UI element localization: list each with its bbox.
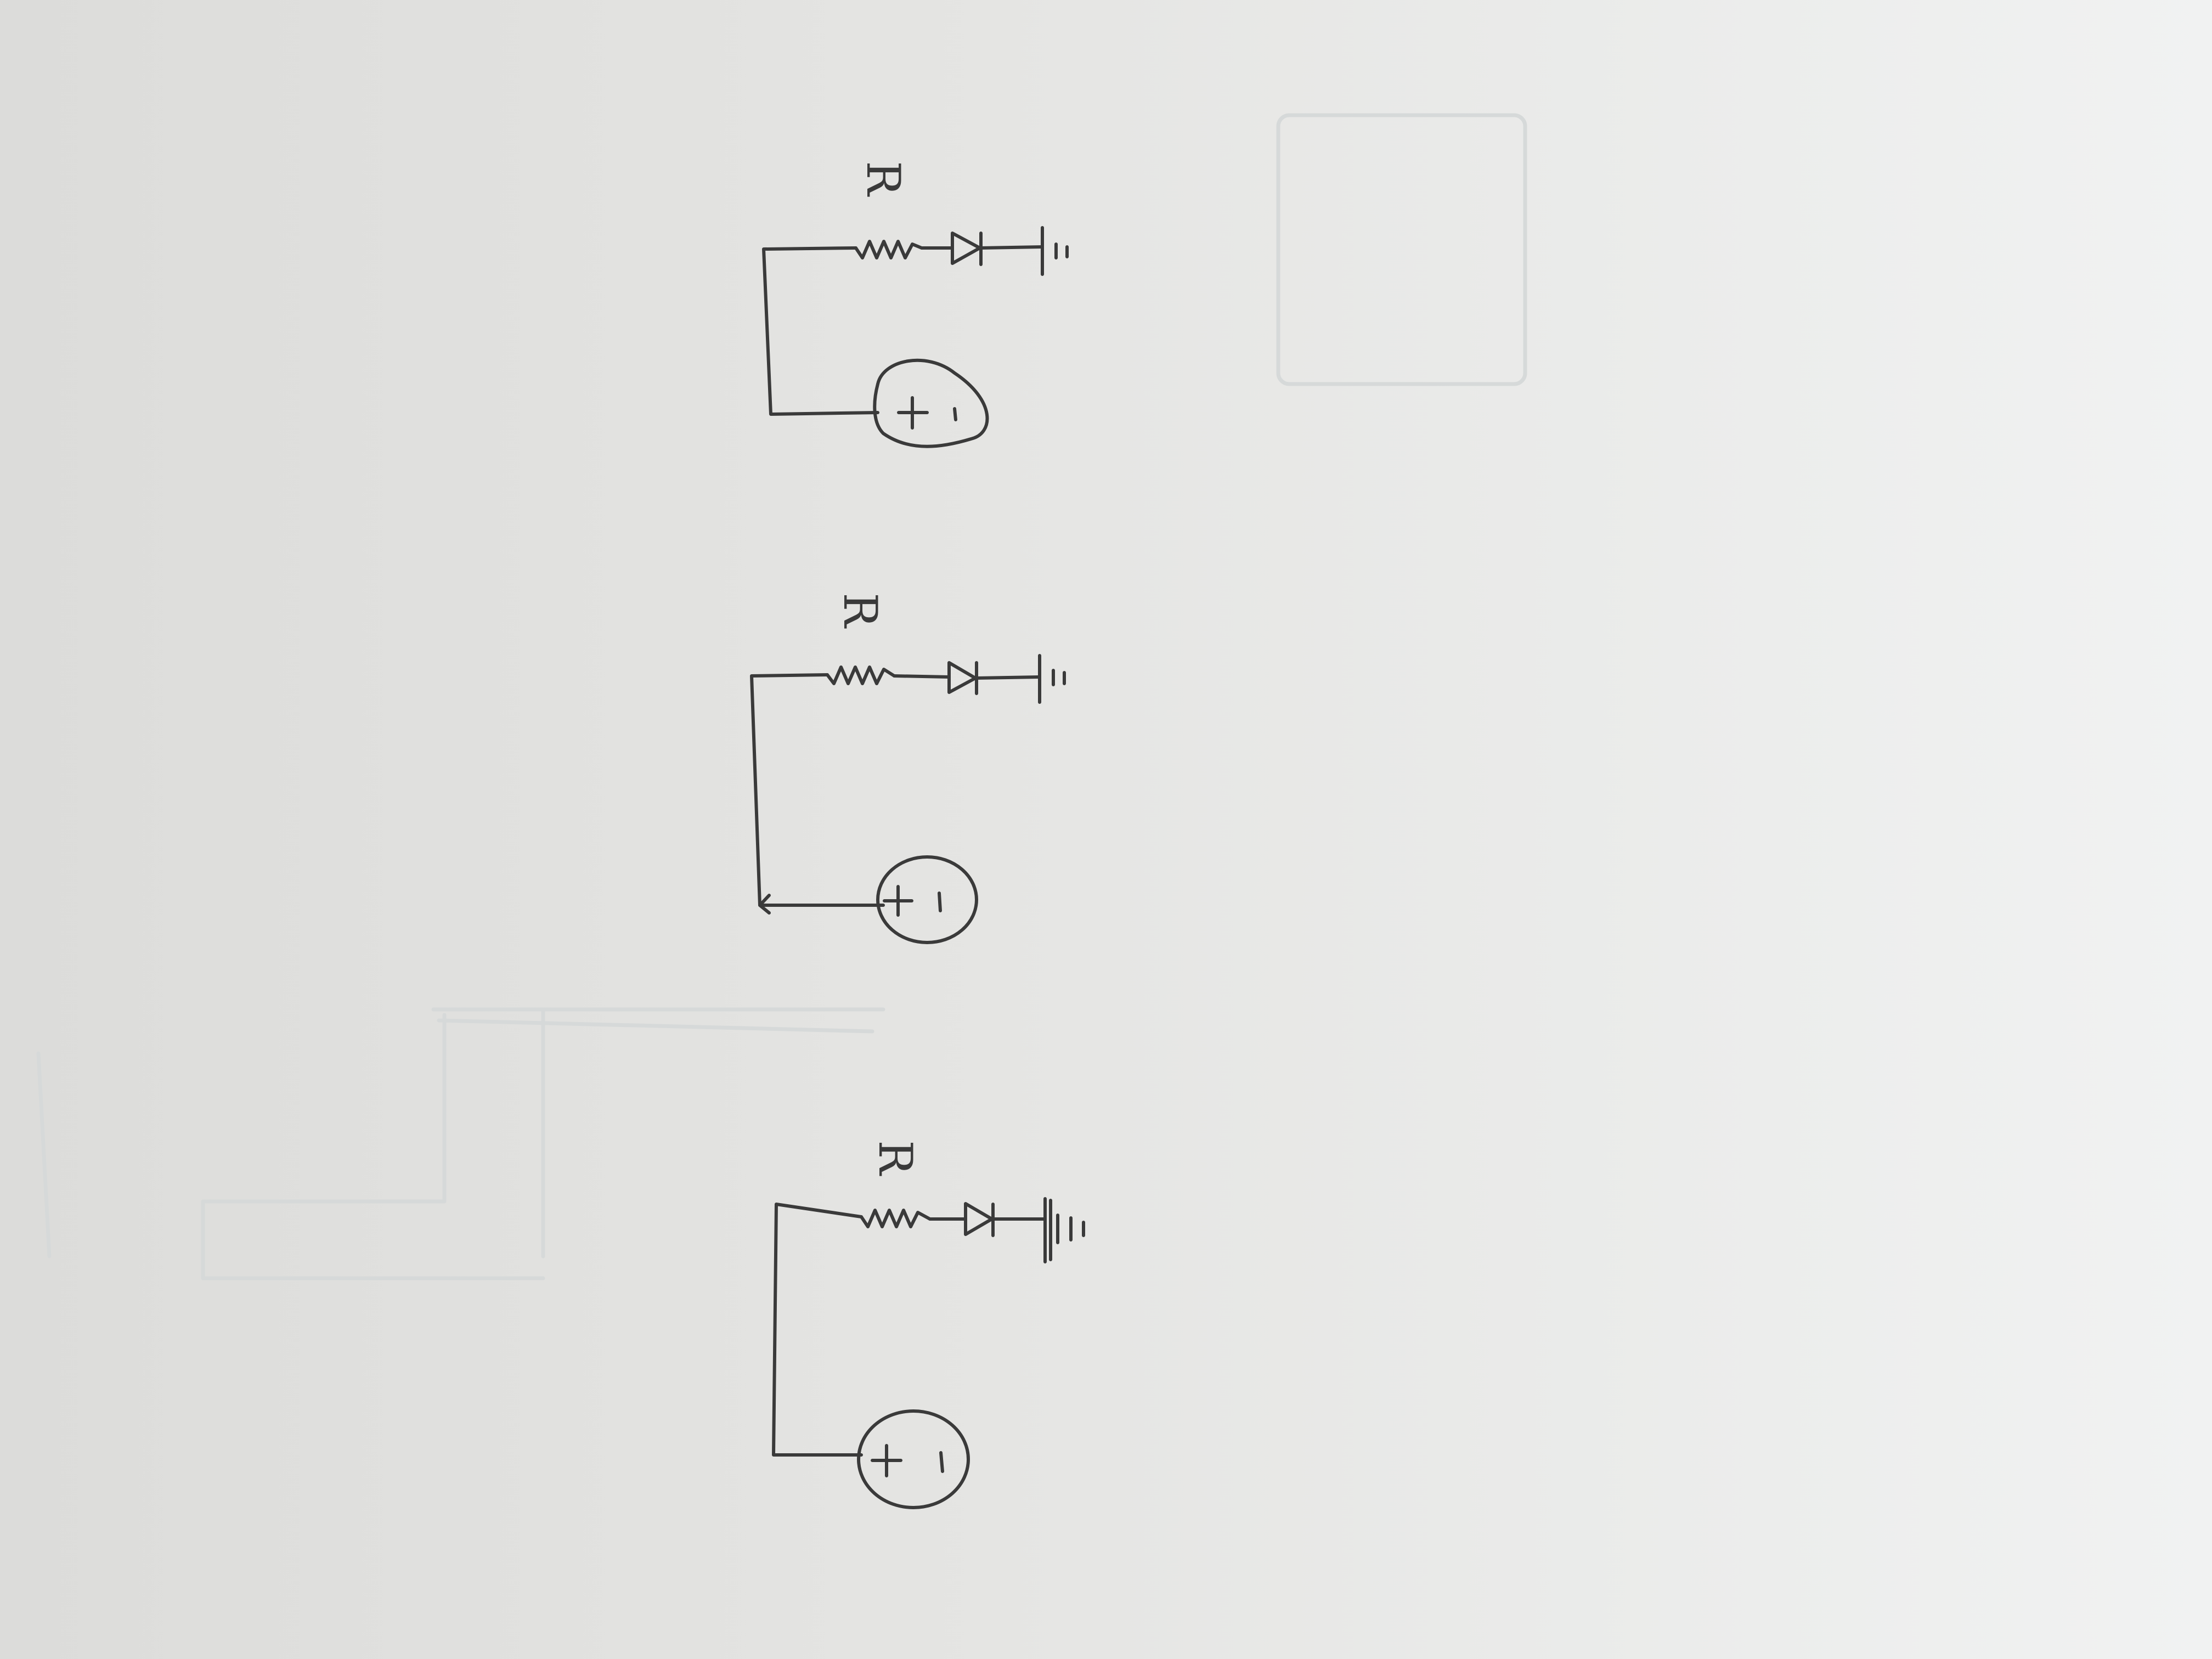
bleed-through-marks (36, 113, 1527, 1280)
resistor-label-top: R (856, 161, 910, 196)
resistor-label-bottom: R (868, 1140, 922, 1175)
wire-arrowhead (758, 894, 771, 915)
wire (893, 674, 951, 679)
battery-symbol (873, 358, 989, 448)
circuit-bottom (772, 1197, 1085, 1509)
circuit-middle (750, 654, 1066, 944)
wire (975, 675, 1041, 680)
wire (750, 673, 885, 907)
wire (772, 1203, 863, 1457)
resistor-symbol (854, 240, 923, 259)
wire (762, 246, 879, 416)
battery-minus-sign (939, 1451, 944, 1473)
resistor-symbol (826, 665, 896, 685)
ground-symbol (1043, 1197, 1085, 1263)
battery-minus-sign (953, 407, 957, 421)
battery-plus-sign (871, 1444, 902, 1477)
ground-symbol (1038, 654, 1066, 704)
circuit-top (762, 226, 1069, 448)
resistor-label-middle: R (833, 592, 887, 628)
battery-symbol (876, 855, 978, 944)
battery-plus-sign (883, 885, 913, 917)
wire (979, 245, 1044, 250)
ground-symbol (1041, 226, 1069, 276)
battery-symbol (857, 1409, 970, 1509)
battery-minus-sign (938, 891, 942, 912)
battery-plus-sign (897, 396, 929, 430)
resistor-symbol (860, 1209, 932, 1228)
